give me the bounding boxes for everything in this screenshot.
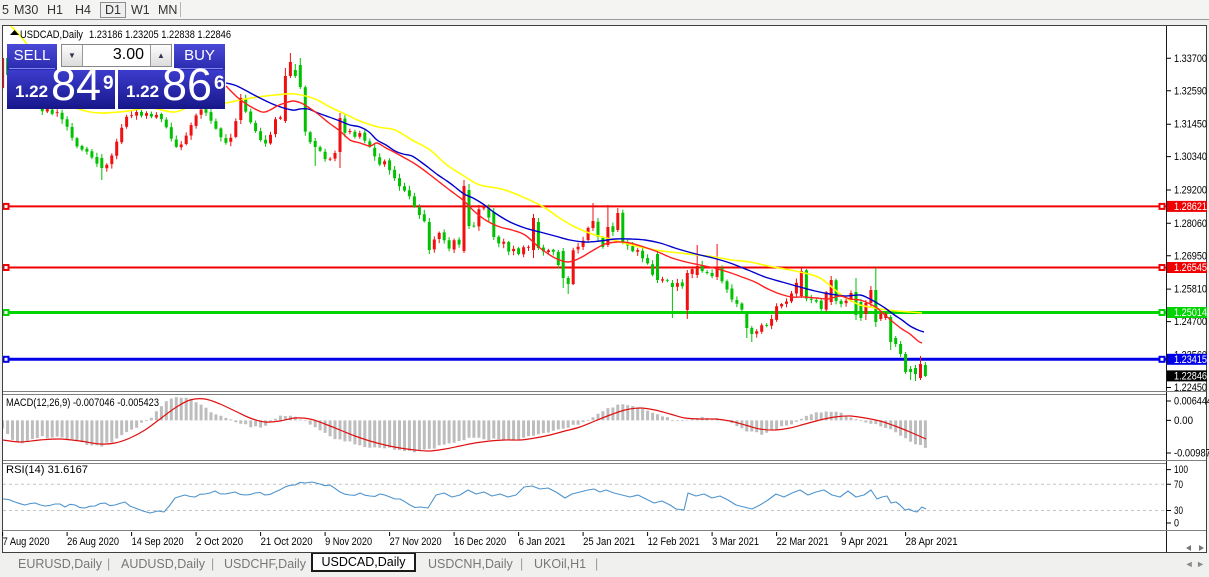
svg-text:70: 70 [1174, 479, 1183, 491]
svg-text:9 Apr 2021: 9 Apr 2021 [841, 536, 888, 548]
svg-text:1.22846: 1.22846 [1174, 370, 1207, 382]
svg-text:30: 30 [1174, 505, 1183, 517]
svg-text:12 Feb 2021: 12 Feb 2021 [648, 536, 700, 548]
svg-text:1.33700: 1.33700 [1174, 53, 1207, 65]
svg-text:0.00: 0.00 [1174, 415, 1193, 427]
svg-text:0.006444: 0.006444 [1174, 396, 1209, 408]
svg-text:1.29200: 1.29200 [1174, 185, 1207, 197]
svg-text:1.23415: 1.23415 [1174, 354, 1207, 366]
svg-text:1.22450: 1.22450 [1174, 382, 1207, 394]
svg-text:6 Jan 2021: 6 Jan 2021 [519, 536, 566, 548]
svg-text:25 Jan 2021: 25 Jan 2021 [583, 536, 635, 548]
svg-text:28 Apr 2021: 28 Apr 2021 [906, 536, 958, 548]
svg-text:27 Nov 2020: 27 Nov 2020 [390, 536, 442, 548]
svg-text:100: 100 [1174, 464, 1188, 476]
svg-text:1.26950: 1.26950 [1174, 250, 1207, 262]
svg-text:1.25014: 1.25014 [1174, 307, 1207, 319]
svg-text:1.25810: 1.25810 [1174, 284, 1207, 296]
svg-text:1.26545: 1.26545 [1174, 262, 1207, 274]
svg-text:1.30340: 1.30340 [1174, 151, 1207, 163]
svg-text:0: 0 [1174, 518, 1179, 530]
svg-text:RSI(14) 31.6167: RSI(14) 31.6167 [6, 464, 88, 476]
svg-text:14 Sep 2020: 14 Sep 2020 [132, 536, 184, 548]
svg-text:7 Aug 2020: 7 Aug 2020 [3, 536, 50, 548]
svg-text:1.32590: 1.32590 [1174, 85, 1207, 97]
svg-text:3 Mar 2021: 3 Mar 2021 [712, 536, 759, 548]
svg-text:1.31450: 1.31450 [1174, 119, 1207, 131]
svg-text:26 Aug 2020: 26 Aug 2020 [67, 536, 119, 548]
svg-text:1.28621: 1.28621 [1174, 201, 1207, 213]
svg-text:16 Dec 2020: 16 Dec 2020 [454, 536, 506, 548]
svg-text:22 Mar 2021: 22 Mar 2021 [777, 536, 829, 548]
svg-text:1.28060: 1.28060 [1174, 218, 1207, 230]
svg-text:21 Oct 2020: 21 Oct 2020 [261, 536, 313, 548]
svg-text:1.23186 1.23205 1.22838 1.2284: 1.23186 1.23205 1.22838 1.22846 [89, 29, 231, 41]
svg-text:9 Nov 2020: 9 Nov 2020 [325, 536, 372, 548]
svg-text:2 Oct 2020: 2 Oct 2020 [196, 536, 243, 548]
svg-text:USDCAD,Daily: USDCAD,Daily [20, 29, 83, 41]
svg-text:1.24700: 1.24700 [1174, 316, 1207, 328]
svg-text:MACD(12,26,9) -0.007046 -0.005: MACD(12,26,9) -0.007046 -0.005423 [6, 397, 159, 409]
